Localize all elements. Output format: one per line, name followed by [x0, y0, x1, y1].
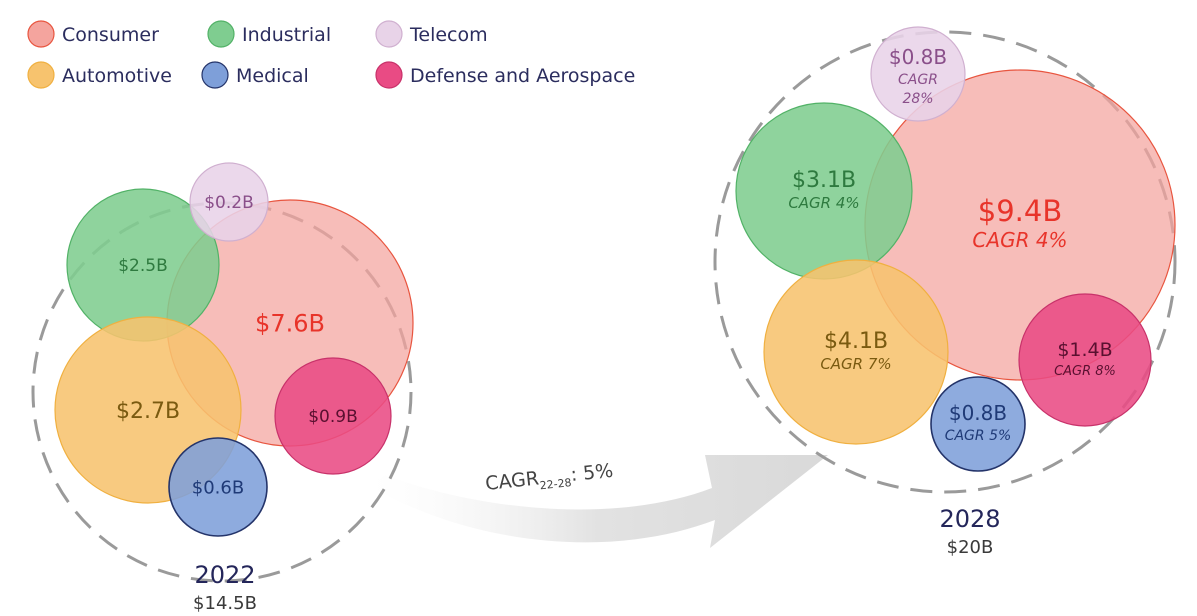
automotive-value-label-2022: $2.7B — [116, 399, 180, 424]
defense-bubble-2022 — [274, 357, 392, 475]
telecom-bubble-2022 — [189, 162, 269, 242]
defense-legend-label: Defense and Aerospace — [410, 65, 635, 87]
medical-bubble-2022 — [168, 437, 268, 537]
automotive-cagr-label-2028: CAGR 7% — [820, 355, 891, 373]
defense-value-label-2022: $0.9B — [308, 407, 358, 427]
cagr-annotation-sub: 22-28 — [539, 476, 572, 492]
industrial-cagr-label-2028: CAGR 4% — [788, 194, 859, 212]
consumer-cagr-label-2028: CAGR 4% — [972, 228, 1067, 252]
cagr-annotation: CAGR22-28: 5% — [484, 460, 614, 498]
telecom-cagr-label-2028: CAGR 28% — [898, 72, 938, 107]
year-label-2028: 2028 — [939, 505, 1000, 533]
telecom-legend-label: Telecom — [409, 24, 488, 46]
consumer-value-label-2022: $7.6B — [255, 310, 325, 338]
automotive-value-label-2028: $4.1B — [824, 329, 888, 354]
consumer-legend-label: Consumer — [62, 24, 159, 46]
automotive-legend-swatch — [27, 61, 55, 89]
medical-legend-swatch — [201, 61, 229, 89]
cagr-annotation-main: CAGR — [484, 467, 540, 495]
year-label-2022: 2022 — [194, 561, 255, 589]
industrial-value-label-2028: $3.1B — [792, 168, 856, 193]
automotive-legend-label: Automotive — [62, 65, 172, 87]
total-market-outline-2028 — [713, 30, 1177, 494]
medical-value-label-2028: $0.8B — [949, 401, 1007, 425]
telecom-bubble-2028 — [870, 26, 966, 122]
telecom-value-label-2028: $0.8B — [889, 45, 947, 69]
industrial-legend-swatch — [207, 20, 235, 48]
defense-cagr-label-2028: CAGR 8% — [1054, 364, 1116, 379]
total-label-2028: $20B — [947, 537, 994, 558]
defense-bubble-2028 — [1018, 293, 1152, 427]
telecom-value-label-2022: $0.2B — [204, 193, 254, 213]
medical-value-label-2022: $0.6B — [192, 477, 244, 498]
legend: Consumer Industrial Telecom Automotive Medic… — [27, 20, 635, 89]
consumer-value-label-2028: $9.4B — [978, 194, 1062, 228]
defense-legend-swatch — [375, 61, 403, 89]
industrial-legend-label: Industrial — [242, 24, 331, 46]
growth-arrow — [368, 455, 828, 548]
medical-cagr-label-2028: CAGR 5% — [945, 428, 1012, 444]
total-label-2022: $14.5B — [193, 593, 257, 614]
cagr-annotation-value: : 5% — [570, 460, 615, 486]
medical-bubble-2028 — [930, 376, 1026, 472]
telecom-legend-swatch — [375, 20, 403, 48]
consumer-legend-swatch — [27, 20, 55, 48]
automotive-bubble-2028 — [763, 259, 949, 445]
defense-value-label-2028: $1.4B — [1057, 339, 1112, 361]
medical-legend-label: Medical — [236, 65, 309, 87]
industrial-value-label-2022: $2.5B — [118, 256, 168, 276]
cluster-2022: $7.6B $2.5B $0.2B $2.7B $0.6B $0.9B 2022 $14.5B — [31, 162, 414, 614]
